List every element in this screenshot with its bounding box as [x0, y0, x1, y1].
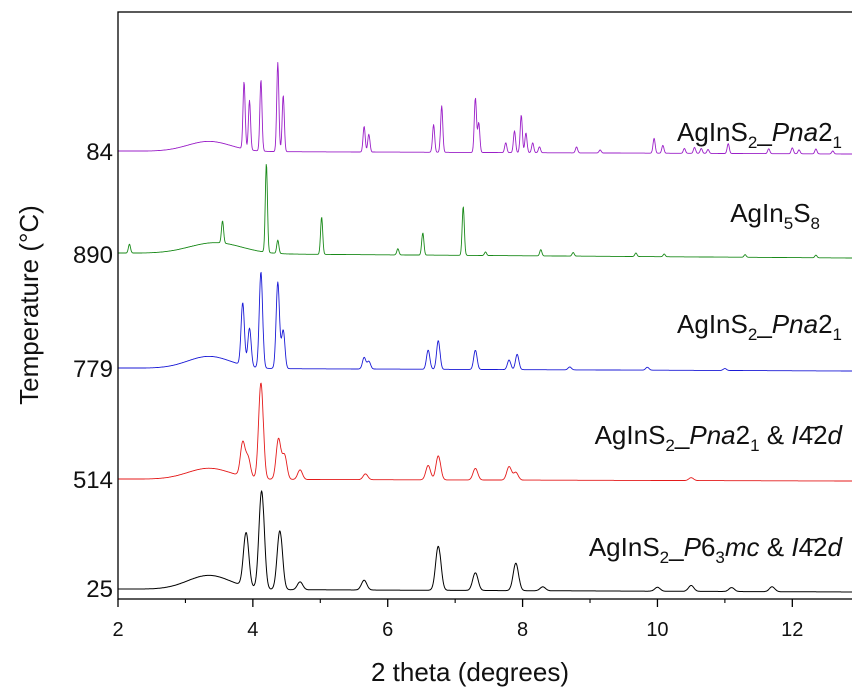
x-tick-label: 2: [112, 619, 123, 641]
plot-frame: [117, 11, 852, 600]
series-layer: [118, 62, 852, 593]
x-tick-label: 12: [781, 619, 803, 641]
series-label: AgInS2​_Pna21​: [677, 117, 842, 152]
x-tick-label: 10: [646, 619, 668, 641]
series-label: AgInS2​_Pna21​: [677, 309, 842, 344]
series-label: AgInS2​_P63​mc & I4̄2d: [589, 532, 844, 567]
y-level-label: 25: [86, 576, 113, 603]
y-axis-title: Temperature (°C): [14, 205, 44, 405]
y-level-label: 890: [73, 242, 113, 269]
y-level-label: 84: [86, 139, 113, 166]
x-tick-label: 6: [382, 619, 393, 641]
series-line-25: [118, 490, 852, 593]
series-line-890: [118, 163, 852, 259]
x-axis-title: 2 theta (degrees): [371, 657, 569, 687]
series-line-84: [118, 62, 852, 155]
y-level-label: 779: [73, 356, 113, 383]
x-tick-label: 8: [517, 619, 528, 641]
labels-layer: 25 AgInS2​_P63​mc & I4̄2d 514 AgInS2​_Pna21…: [73, 117, 844, 603]
series-line-514: [118, 382, 852, 482]
y-level-label: 514: [73, 467, 113, 494]
series-line-779: [118, 271, 852, 372]
x-axis-ticks: 2 4 6 8 10 12: [112, 599, 803, 641]
series-label: AgInS2​_Pna21​ & I4̄2d: [595, 420, 844, 455]
x-tick-label: 4: [247, 619, 258, 641]
series-label: AgIn5​S8​: [730, 198, 820, 233]
